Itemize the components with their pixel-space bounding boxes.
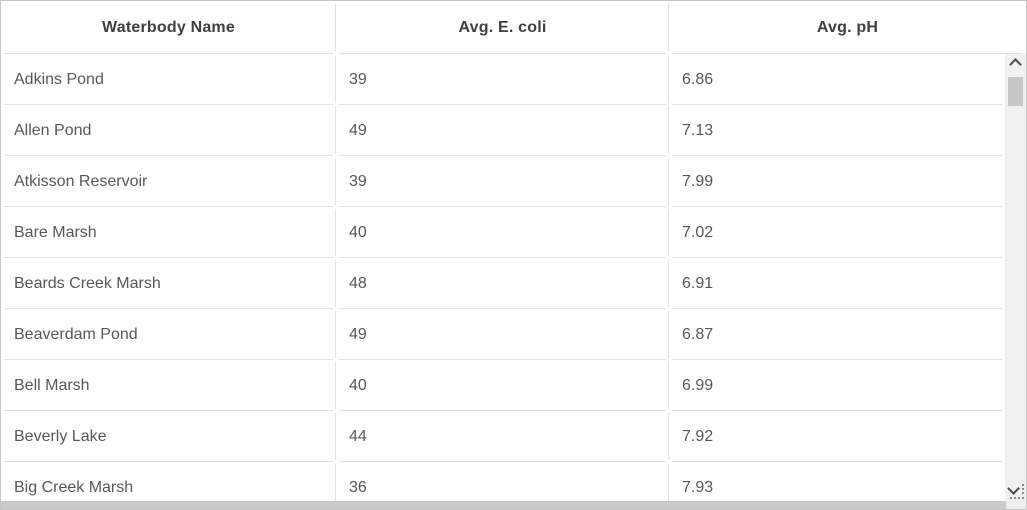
cell-avg-ecoli: 49 bbox=[336, 309, 669, 360]
cell-avg-ph: 6.91 bbox=[669, 258, 1005, 309]
column-header-label: Avg. E. coli bbox=[458, 18, 547, 36]
cell-avg-ph: 6.86 bbox=[669, 54, 1005, 105]
cell-waterbody-name: Beaverdam Pond bbox=[1, 309, 336, 360]
cell-avg-ph: 7.13 bbox=[669, 105, 1005, 156]
cell-waterbody-name: Bell Marsh bbox=[1, 360, 336, 411]
resize-grip-icon bbox=[1022, 492, 1024, 494]
cell-waterbody-name: Beards Creek Marsh bbox=[1, 258, 336, 309]
cell-avg-ecoli: 44 bbox=[336, 411, 669, 462]
horizontal-scroll-thumb[interactable] bbox=[1, 501, 1006, 509]
cell-avg-ph: 7.92 bbox=[669, 411, 1005, 462]
table-body: Adkins Pond 39 6.86 Allen Pond 49 7.13 A… bbox=[1, 54, 1005, 501]
table-row[interactable]: Adkins Pond 39 6.86 bbox=[1, 54, 1005, 105]
column-header-waterbody-name[interactable]: Waterbody Name bbox=[1, 1, 336, 54]
cell-avg-ecoli: 39 bbox=[336, 156, 669, 207]
cell-avg-ph: 6.87 bbox=[669, 309, 1005, 360]
resize-grip-icon bbox=[1022, 497, 1024, 499]
column-header-avg-ph[interactable]: Avg. pH bbox=[669, 1, 1026, 54]
table-row[interactable]: Big Creek Marsh 36 7.93 bbox=[1, 462, 1005, 501]
chevron-down-icon bbox=[1007, 482, 1020, 495]
chevron-up-icon bbox=[1009, 58, 1022, 71]
cell-avg-ph: 6.99 bbox=[669, 360, 1005, 411]
cell-waterbody-name: Beverly Lake bbox=[1, 411, 336, 462]
table-row[interactable]: Atkisson Reservoir 39 7.99 bbox=[1, 156, 1005, 207]
table-row[interactable]: Beaverdam Pond 49 6.87 bbox=[1, 309, 1005, 360]
vertical-scrollbar[interactable] bbox=[1005, 54, 1026, 501]
cell-avg-ph: 7.02 bbox=[669, 207, 1005, 258]
cell-waterbody-name: Atkisson Reservoir bbox=[1, 156, 336, 207]
table-row[interactable]: Beverly Lake 44 7.92 bbox=[1, 411, 1005, 462]
cell-waterbody-name: Adkins Pond bbox=[1, 54, 336, 105]
cell-avg-ecoli: 40 bbox=[336, 360, 669, 411]
table-row[interactable]: Beards Creek Marsh 48 6.91 bbox=[1, 258, 1005, 309]
cell-avg-ecoli: 40 bbox=[336, 207, 669, 258]
cell-waterbody-name: Big Creek Marsh bbox=[1, 462, 336, 501]
cell-waterbody-name: Allen Pond bbox=[1, 105, 336, 156]
scroll-up-button[interactable] bbox=[1005, 54, 1026, 75]
cell-avg-ph: 7.93 bbox=[669, 462, 1005, 501]
cell-avg-ecoli: 36 bbox=[336, 462, 669, 501]
cell-avg-ecoli: 39 bbox=[336, 54, 669, 105]
cell-avg-ecoli: 49 bbox=[336, 105, 669, 156]
table-row[interactable]: Bare Marsh 40 7.02 bbox=[1, 207, 1005, 258]
table-row[interactable]: Bell Marsh 40 6.99 bbox=[1, 360, 1005, 411]
table-row[interactable]: Allen Pond 49 7.13 bbox=[1, 105, 1005, 156]
cell-avg-ph: 7.99 bbox=[669, 156, 1005, 207]
scroll-down-button[interactable] bbox=[1005, 479, 1026, 501]
cell-waterbody-name: Bare Marsh bbox=[1, 207, 336, 258]
table-header-row: Waterbody Name Avg. E. coli Avg. pH bbox=[1, 1, 1026, 54]
column-header-avg-ecoli[interactable]: Avg. E. coli bbox=[336, 1, 669, 54]
cell-avg-ecoli: 48 bbox=[336, 258, 669, 309]
vertical-scroll-thumb[interactable] bbox=[1008, 77, 1023, 106]
column-header-label: Waterbody Name bbox=[102, 18, 235, 36]
column-header-label: Avg. pH bbox=[816, 18, 879, 36]
horizontal-scrollbar[interactable] bbox=[1, 501, 1026, 509]
